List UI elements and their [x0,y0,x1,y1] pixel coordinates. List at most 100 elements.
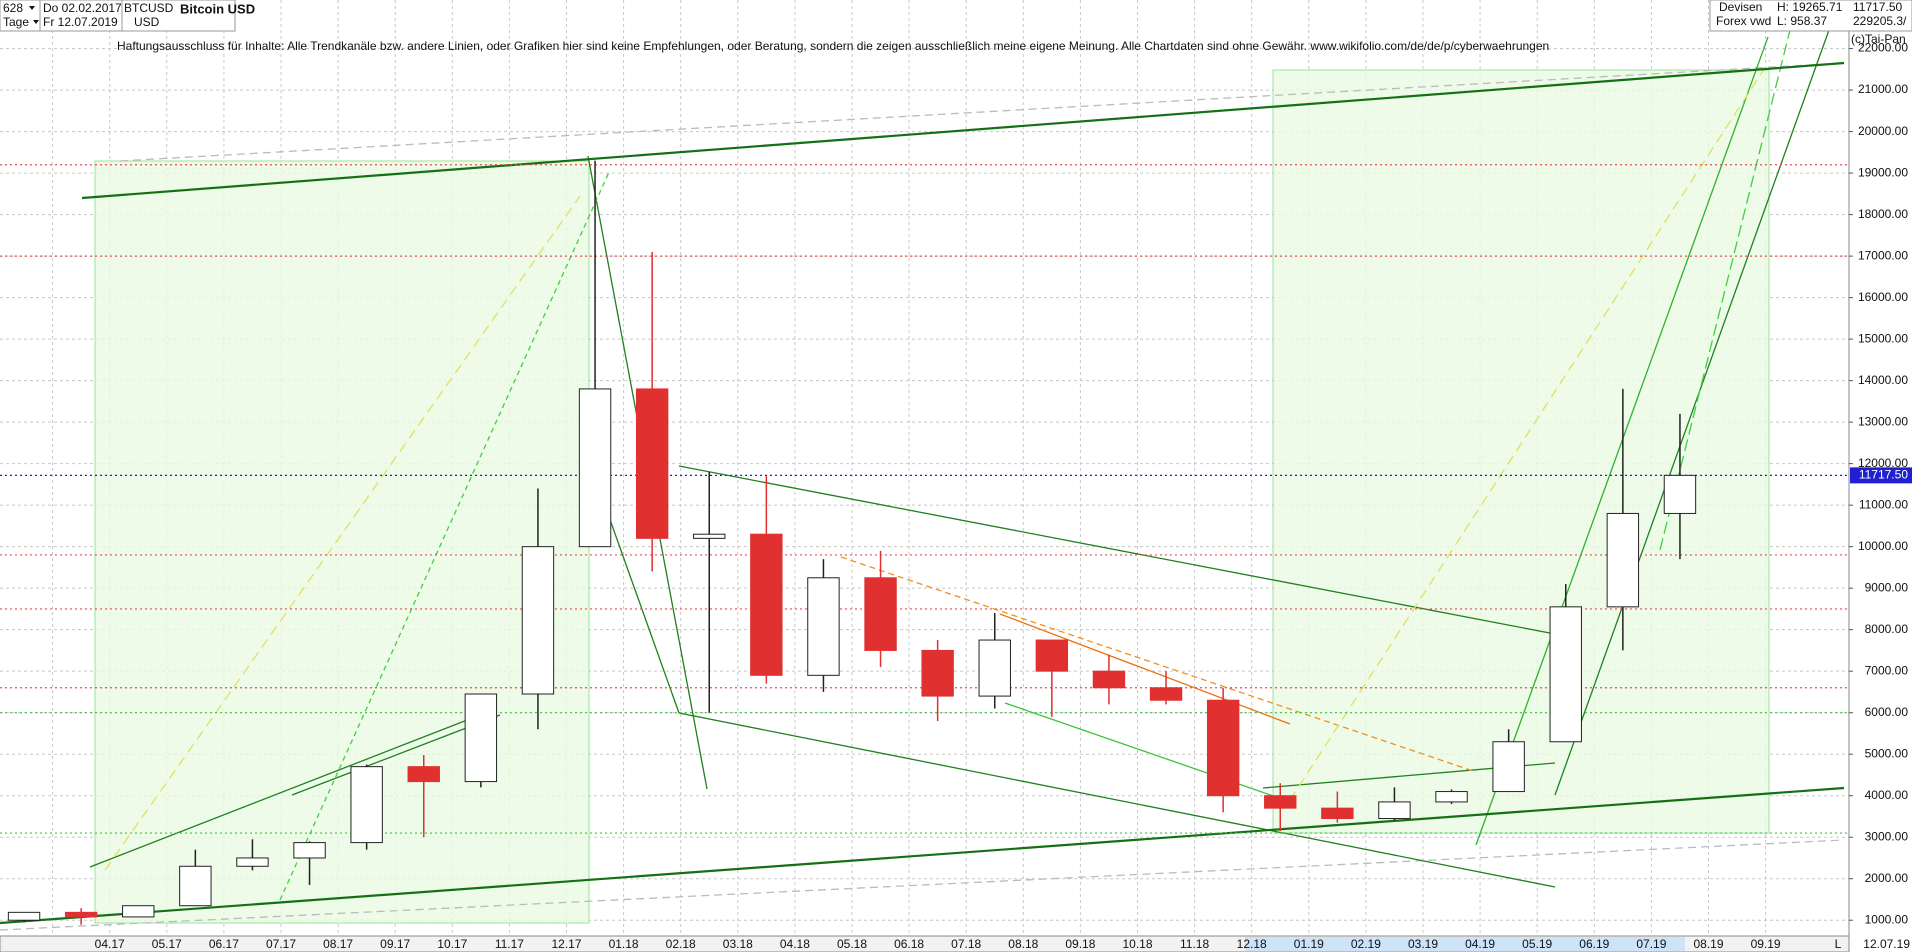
candle-body [236,857,269,867]
x-tick-label: 04.18 [780,937,810,951]
x-tick-label: 07.17 [266,937,296,951]
y-tick-label: 3000.00 [1865,829,1909,843]
y-tick-label: 15000.00 [1858,331,1908,345]
y-tick-label: 11000.00 [1859,497,1908,511]
y-tick-label: 2000.00 [1865,871,1909,885]
copyright: (c)Tai-Pan [1851,32,1906,46]
y-tick-label: 8000.00 [1865,622,1909,636]
header-symbol: BTCUSD [124,1,174,15]
y-tick-label: 20000.00 [1858,124,1908,138]
y-tick-label: 19000.00 [1858,165,1908,179]
x-tick-label: 09.18 [1065,937,1095,951]
candle-body [921,649,954,697]
candles [7,160,1697,925]
trend-line [104,195,581,871]
header-low: L: 958.37 [1777,14,1827,28]
trend-line [678,712,1556,888]
header-count: 628 [3,1,23,15]
trend-line [279,169,611,901]
candle-body [1606,512,1640,608]
candle-body [1092,670,1126,689]
header-box [0,0,236,32]
candle-body [179,865,212,907]
x-tick-label: 08.19 [1693,937,1723,951]
x-tick-label: 08.18 [1008,937,1038,951]
y-tick-label: 12000.00 [1858,456,1908,470]
candle-body [1492,741,1525,793]
candle-body [464,693,498,783]
candle-body [807,577,840,676]
x-tick-label: 07.19 [1636,937,1666,951]
candle-body [407,766,440,783]
x-end-marker: L [1835,937,1842,951]
y-tick-label: 13000.00 [1858,414,1908,428]
candle-body [1149,687,1183,701]
x-tick-label: 05.18 [837,937,867,951]
x-tick-label: 09.17 [380,937,410,951]
x-tick-label: 06.19 [1579,937,1609,951]
candle-body [1206,699,1240,797]
trend-line [119,62,1845,162]
header-box [1709,0,1912,32]
candle-body [293,842,326,859]
x-tick-label: 07.18 [951,937,981,951]
trend-line [999,613,1291,725]
x-tick-label: 06.17 [209,937,239,951]
x-tick-label: 04.19 [1465,937,1495,951]
x-tick-label: 06.18 [894,937,924,951]
dropdown-arrow[interactable] [29,6,35,10]
x-tick-label: 01.19 [1294,937,1324,951]
x-tick-label: 10.17 [437,937,467,951]
x-tick-label: 04.17 [95,937,125,951]
header-period: Tage [3,15,29,29]
reference-lines [0,164,1849,834]
trend-line [1289,59,1771,801]
x-tick-label: 03.19 [1408,937,1438,951]
candle-body [864,577,897,651]
y-tick-label: 21000.00 [1858,82,1908,96]
header-volume: 229205.3/ [1853,14,1907,28]
header-high: H: 19265.71 [1777,0,1843,14]
candle-body [1264,795,1297,809]
trend-line [0,839,1845,931]
y-tick-label: 7000.00 [1865,663,1909,677]
last-price-label: 11717.50 [1859,468,1908,482]
dropdown-arrow[interactable] [33,20,39,24]
header-currency: USD [134,15,160,29]
candle-body [1035,639,1069,672]
y-tick-label: 18000.00 [1858,207,1908,221]
x-tick-label: 01.18 [609,937,639,951]
candle-body [122,905,155,918]
chart-title: Bitcoin USD [180,1,255,16]
candle-body [350,766,383,844]
candle-body [64,911,98,918]
x-tick-label: 12.18 [1237,937,1267,951]
candle-body [521,546,555,695]
x-tick-label: 11.17 [495,937,524,951]
header-start-date: Do 02.02.2017 [43,1,122,15]
y-tick-label: 17000.00 [1858,248,1908,262]
channel-bottom [0,786,1845,925]
x-axis-highlight [1245,937,1685,951]
y-tick-label: 22000.00 [1858,41,1908,55]
trend-line [1475,36,1769,846]
candle-body [693,533,726,539]
candle-body [1549,606,1582,743]
x-tick-label: 02.18 [666,937,696,951]
y-tick-label: 6000.00 [1865,705,1909,719]
x-tick-label: 11.18 [1180,937,1209,951]
header-end-date: Fr 12.07.2019 [43,15,118,29]
axes: 1000.00 2000.00 3000.00 4000.00 5000.00 6000.… [95,41,1912,951]
x-end-label: 12.07.19 [1863,937,1910,951]
candle-body [578,388,612,548]
header-last: 11717.50 [1853,0,1902,14]
x-tick-label: 03.18 [723,937,753,951]
y-tick-label: 10000.00 [1858,539,1908,553]
y-tick-label: 1000.00 [1865,912,1909,926]
last-price-box [1850,467,1912,484]
channel-top [81,61,1845,200]
y-tick-label: 16000.00 [1858,290,1908,304]
disclaimer: Haftungsausschluss für Inhalte: Alle Tre… [117,39,1549,53]
candle-body [978,639,1011,697]
